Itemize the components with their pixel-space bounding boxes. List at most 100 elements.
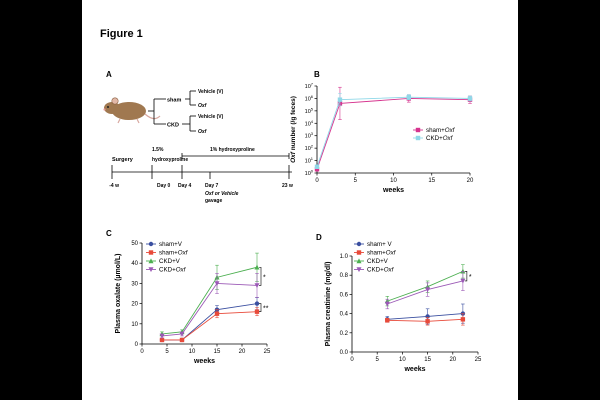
data-point bbox=[254, 301, 260, 306]
timeline-tick-3: Day 7 bbox=[205, 183, 219, 189]
figure-canvas: A bbox=[103, 70, 482, 373]
tree-ckd-vehicle: Vehicle (V) bbox=[198, 114, 224, 120]
legend-marker bbox=[356, 241, 362, 247]
series-line bbox=[387, 313, 463, 320]
data-point bbox=[214, 311, 220, 316]
tree-sham-oxf: Oxf bbox=[198, 103, 208, 109]
data-point bbox=[254, 283, 260, 289]
series-ckd-oxf bbox=[384, 271, 466, 310]
series-line bbox=[162, 311, 258, 341]
legend-entry-sham-oxf: sham+Oxf bbox=[146, 250, 189, 257]
x-tick-label: 10 bbox=[399, 357, 406, 363]
legend-entry-ckd-v: CKD+V bbox=[354, 258, 389, 265]
timeline-post-treatment: 1% hydroxyproline bbox=[210, 147, 255, 153]
legend-marker bbox=[415, 127, 421, 133]
y-tick-label: 105 bbox=[305, 106, 314, 115]
data-point bbox=[460, 278, 466, 284]
y-tick-label: 40 bbox=[131, 261, 138, 267]
y-tick-label: 0 bbox=[135, 342, 139, 348]
y-tick-label: 104 bbox=[305, 119, 314, 128]
y-tick-label: 100 bbox=[305, 169, 314, 178]
legend-marker bbox=[148, 250, 154, 255]
timeline-tick-2: Day 4 bbox=[178, 183, 192, 189]
data-point bbox=[425, 287, 431, 293]
legend-marker bbox=[148, 258, 154, 264]
legend-label: sham+V bbox=[159, 241, 183, 248]
legend-label: sham+ V bbox=[367, 241, 392, 248]
data-point bbox=[384, 301, 390, 307]
timeline-pre-treatment-line1: 1.5% bbox=[152, 147, 164, 153]
y-tick-label: 0.2 bbox=[340, 331, 349, 337]
series-ckd-oxf bbox=[159, 272, 260, 339]
series-line bbox=[387, 270, 464, 302]
data-point bbox=[337, 97, 343, 102]
series-ckd-v bbox=[384, 264, 466, 307]
x-tick-label: 15 bbox=[428, 178, 435, 184]
tree-ckd-label: CKD bbox=[167, 123, 179, 129]
x-tick-label: 15 bbox=[424, 357, 431, 363]
data-point bbox=[314, 167, 320, 172]
significance-bracket bbox=[464, 271, 468, 282]
data-point bbox=[425, 319, 430, 324]
y-tick-label: 0.8 bbox=[340, 273, 349, 279]
series-line bbox=[161, 282, 258, 337]
series-sham-oxf bbox=[159, 307, 260, 343]
data-point bbox=[406, 94, 411, 100]
legend-entry-ckd-oxf: CKD+Oxf bbox=[146, 267, 187, 274]
tree-sham-label: sham bbox=[167, 98, 181, 104]
legend-marker bbox=[356, 258, 362, 264]
legend-marker bbox=[148, 241, 154, 247]
figure-page: Figure 1 A bbox=[82, 0, 518, 400]
y-axis-label: Plasma creatinine (mg/dl) bbox=[325, 262, 332, 347]
data-point bbox=[467, 96, 473, 101]
x-tick-label: 5 bbox=[376, 357, 380, 363]
mouse-illustration bbox=[103, 97, 161, 124]
figure-title: Figure 1 bbox=[100, 28, 143, 40]
series-line bbox=[387, 280, 463, 305]
x-tick-label: 20 bbox=[239, 349, 246, 355]
data-point bbox=[460, 317, 466, 322]
significance-marker: ** bbox=[263, 306, 269, 313]
significance-bracket bbox=[259, 303, 262, 312]
y-tick-label: 0.0 bbox=[340, 350, 349, 356]
panel-a: A bbox=[103, 70, 293, 204]
significance-bracket bbox=[259, 266, 262, 286]
legend-label: sham+Oxf bbox=[159, 250, 189, 257]
panel-d-label: D bbox=[316, 233, 322, 242]
timeline-gavage-line2: gavage bbox=[205, 198, 222, 204]
y-tick-label: 102 bbox=[305, 144, 314, 153]
data-point bbox=[159, 337, 165, 343]
x-tick-label: 5 bbox=[354, 178, 358, 184]
legend-entry-ckd-v: CKD+V bbox=[146, 258, 181, 265]
series-sham-oxf bbox=[385, 313, 466, 326]
timeline-tick-1: Day 0 bbox=[157, 183, 171, 189]
series-line bbox=[387, 318, 463, 322]
x-tick-label: 5 bbox=[165, 349, 169, 355]
y-tick-label: 50 bbox=[131, 241, 138, 247]
tree-ckd-oxf: Oxf bbox=[198, 129, 208, 135]
legend-entry-ckd-oxf: CKD+Oxf bbox=[354, 267, 395, 274]
x-axis-label: weeks bbox=[193, 358, 215, 365]
y-axis-label: Plasma oxalate (µmol/L) bbox=[115, 254, 122, 334]
y-tick-label: 1.0 bbox=[340, 254, 349, 260]
timeline-surgery: Surgery bbox=[112, 157, 134, 163]
data-point bbox=[254, 309, 260, 314]
timeline-gavage-line1: Oxf or Vehicle bbox=[205, 191, 239, 197]
y-tick-label: 101 bbox=[305, 156, 314, 165]
timeline-tick-0: -4 w bbox=[109, 183, 119, 189]
x-axis-label: weeks bbox=[403, 366, 425, 373]
y-tick-label: 20 bbox=[131, 302, 138, 308]
legend-label: CKD+Oxf bbox=[159, 267, 187, 274]
legend-label: CKD+V bbox=[367, 258, 389, 265]
panel-b-label: B bbox=[314, 70, 320, 79]
x-tick-label: 0 bbox=[350, 357, 354, 363]
y-tick-label: 0.4 bbox=[340, 312, 349, 318]
chart-panel-c: 0 5 10 15 20 25 0 10 20 30 40 50 weeks Plasma oxalate… bbox=[115, 241, 271, 365]
y-axis-label: Oxf number (/g feces) bbox=[290, 96, 297, 163]
x-tick-label: 0 bbox=[140, 349, 144, 355]
legend-label: CKD+V bbox=[159, 258, 181, 265]
chart-panel-d: 0 5 10 15 20 25 0.0 0.2 0.4 0.6 0.8 1.0 weeks Plasma … bbox=[325, 241, 482, 373]
x-tick-label: 20 bbox=[467, 178, 474, 184]
series-line bbox=[316, 97, 471, 170]
data-point bbox=[385, 318, 390, 323]
